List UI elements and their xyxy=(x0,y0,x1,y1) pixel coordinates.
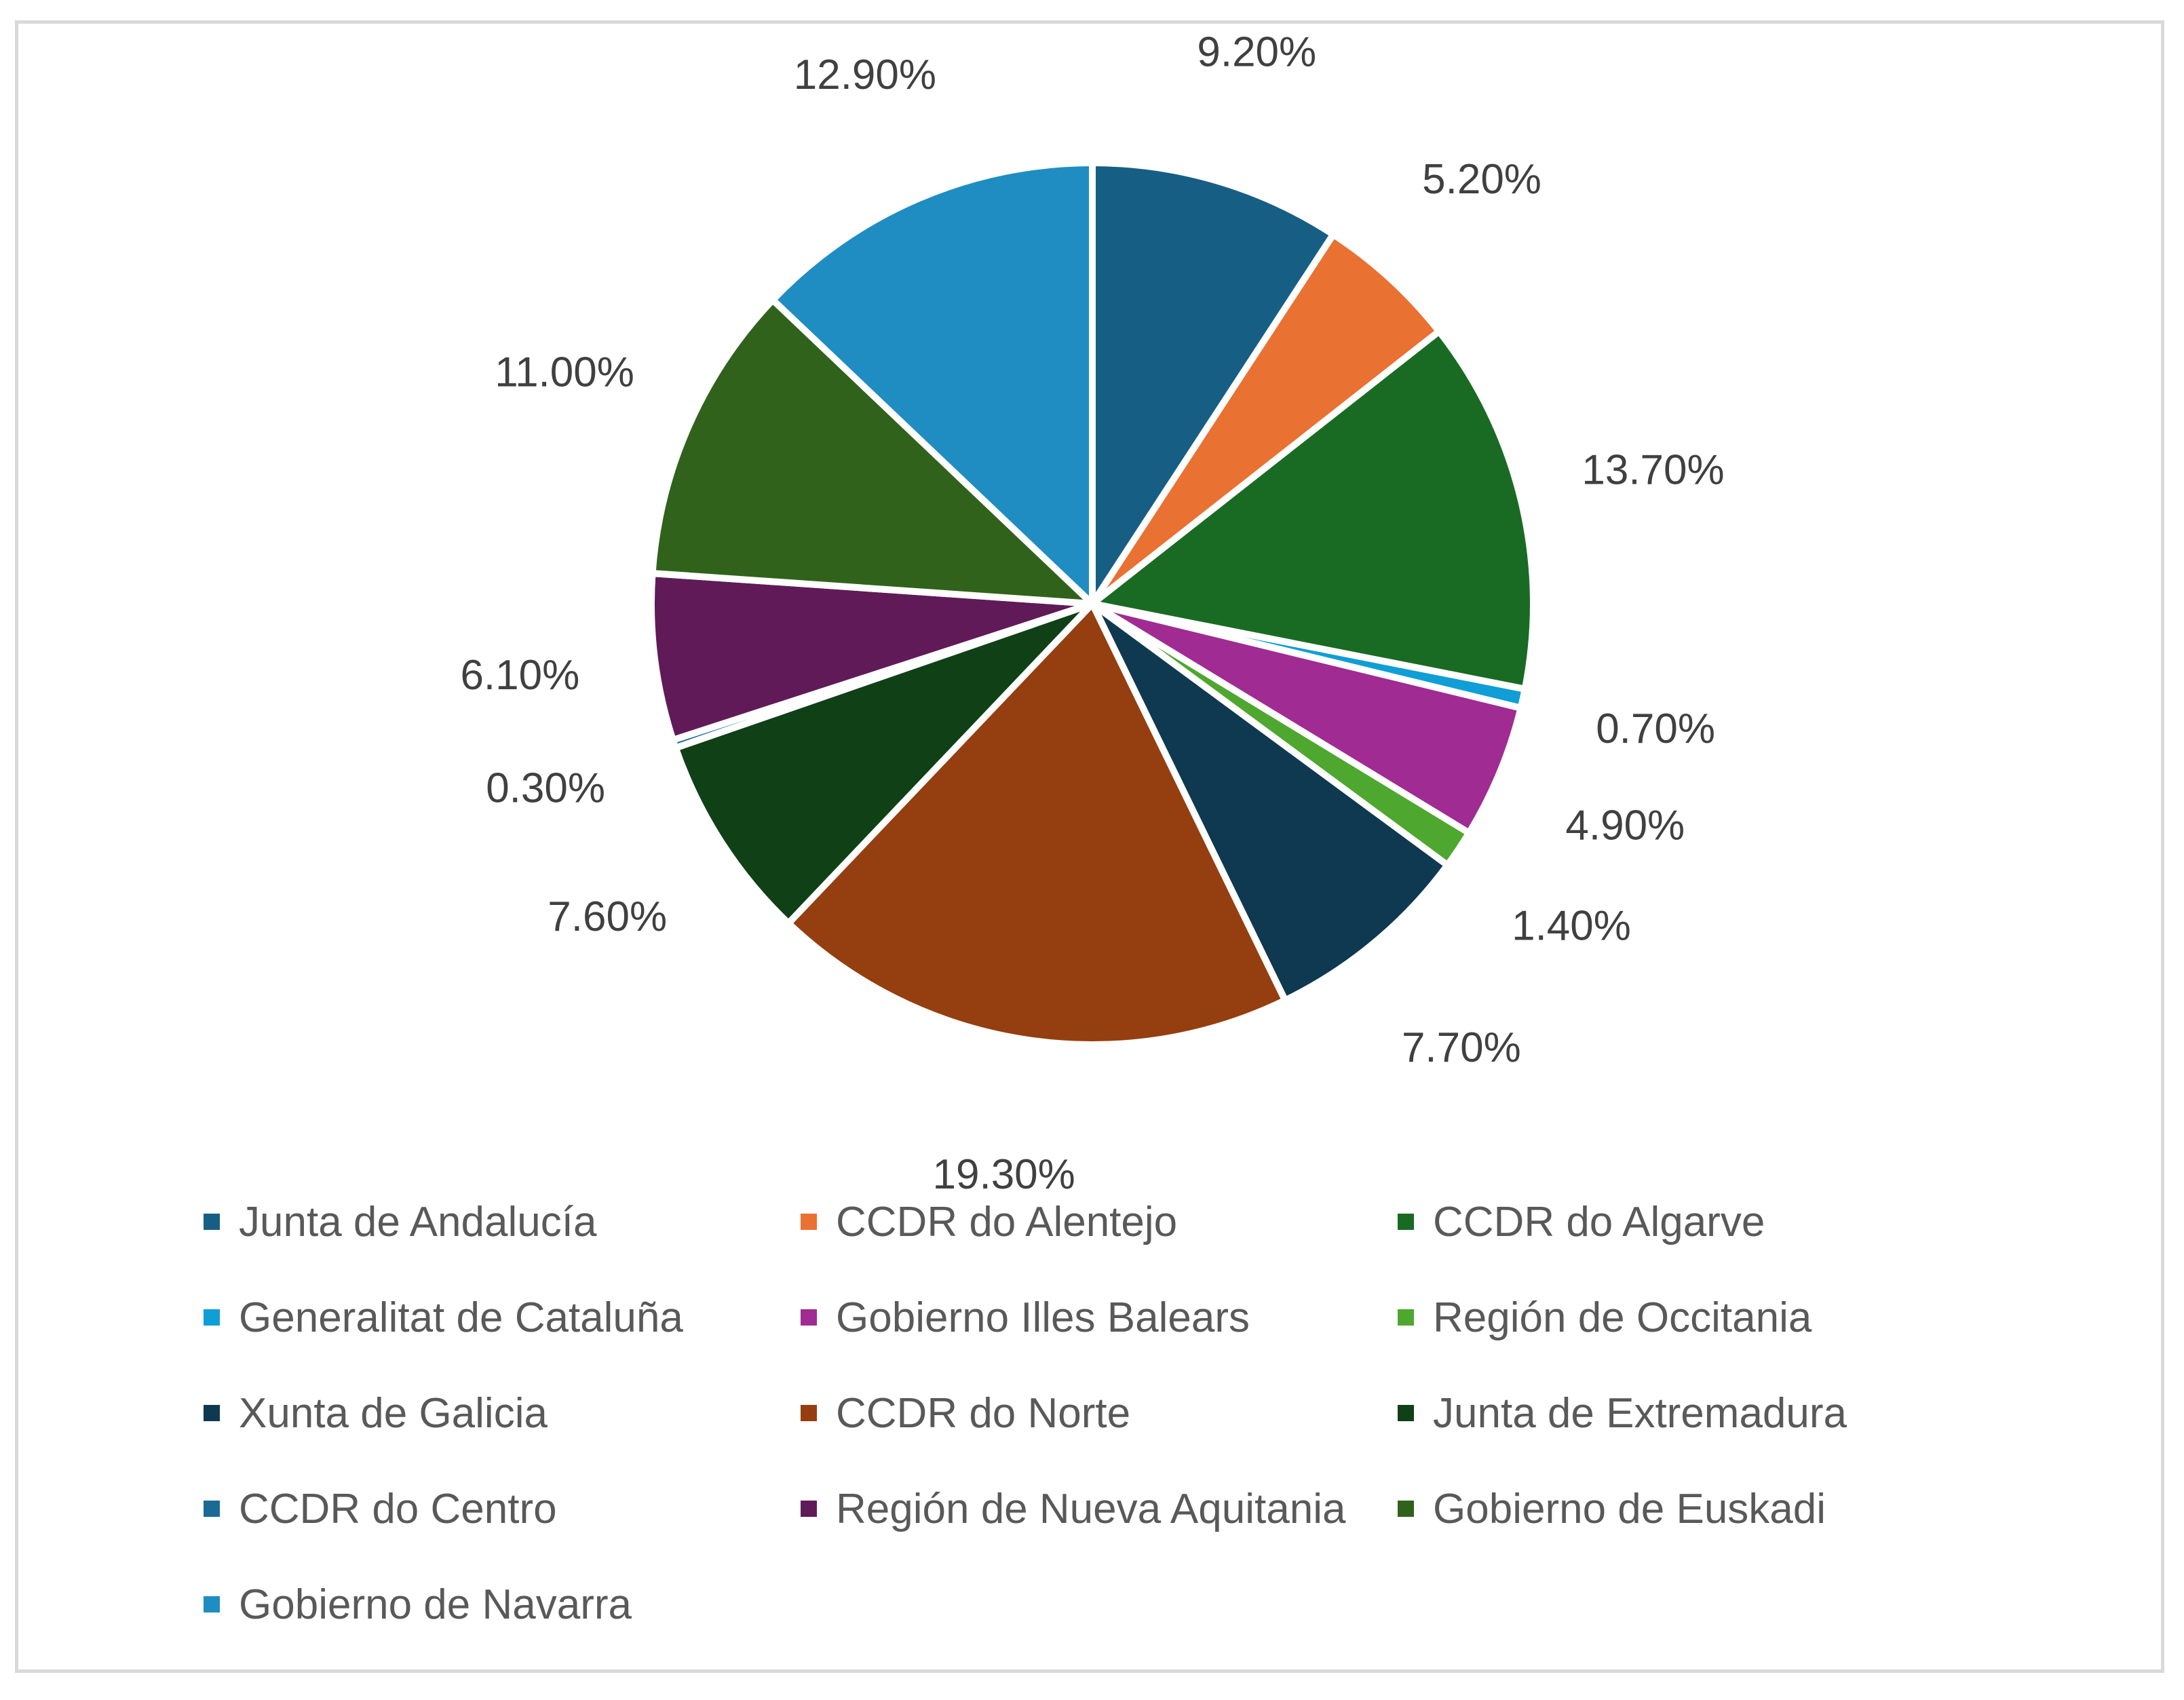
legend-label: Junta de Extremadura xyxy=(1433,1389,1847,1437)
legend-item-xunta-de-galicia: Xunta de Galicia xyxy=(204,1375,801,1451)
legend-label: CCDR do Algarve xyxy=(1433,1198,1765,1245)
pie-slice-ccdr-do-alentejo xyxy=(1089,231,1443,607)
pie-slice-ccdr-do-algarve xyxy=(1089,328,1537,693)
legend-item-ccdr-do-norte: CCDR do Norte xyxy=(801,1375,1398,1451)
legend-swatch xyxy=(1398,1501,1414,1517)
legend-swatch xyxy=(204,1501,220,1517)
pie-slice-junta-de-andalucia xyxy=(1089,159,1337,607)
legend-item-junta-de-andalucia: Junta de Andalucía xyxy=(204,1184,801,1260)
data-label-generalitat-de-cataluna: 0.70% xyxy=(1596,706,1715,752)
legend-swatch xyxy=(204,1405,220,1421)
legend-swatch xyxy=(1398,1405,1414,1421)
data-label-gobierno-de-navarra: 12.90% xyxy=(794,52,936,98)
legend-label: Xunta de Galicia xyxy=(239,1389,548,1437)
legend-swatch xyxy=(801,1214,817,1230)
pie-slice-region-de-nueva-aquitania xyxy=(648,570,1096,743)
legend-item-junta-de-extremadura: Junta de Extremadura xyxy=(1398,1375,1968,1451)
legend-swatch xyxy=(204,1214,220,1230)
legend-swatch xyxy=(801,1405,817,1421)
pie-slice-gobierno-illes-balears xyxy=(1089,600,1525,836)
legend-swatch xyxy=(801,1309,817,1326)
data-label-ccdr-do-norte: 19.30% xyxy=(933,1151,1075,1198)
pie-slice-gobierno-de-navarra xyxy=(769,159,1096,607)
pie-slice-ccdr-do-norte xyxy=(785,600,1289,1048)
legend-swatch xyxy=(801,1501,817,1517)
pie-data-labels: 9.20% 5.20% 13.70% 0.70% 4.90% 1.40% 7.70% 19.3… xyxy=(460,28,1724,1198)
data-label-region-de-occitania: 1.40% xyxy=(1512,902,1631,949)
legend-label: CCDR do Alentejo xyxy=(836,1198,1178,1245)
chart-legend: Junta de Andalucía CCDR do Alentejo CCDR d… xyxy=(204,1184,1968,1662)
pie-slice-junta-de-extremadura xyxy=(672,600,1096,927)
legend-label: Región de Nueva Aquitania xyxy=(836,1485,1346,1532)
legend-item-gobierno-de-euskadi: Gobierno de Euskadi xyxy=(1398,1471,1968,1547)
legend-label: Gobierno Illes Balears xyxy=(836,1294,1250,1341)
data-label-gobierno-de-euskadi: 11.00% xyxy=(495,349,634,396)
legend-swatch xyxy=(1398,1309,1414,1326)
data-label-gobierno-illes-balears: 4.90% xyxy=(1565,802,1685,849)
data-label-ccdr-do-centro: 0.30% xyxy=(486,765,605,811)
pie-slice-gobierno-de-euskadi xyxy=(649,296,1096,607)
pie-slices xyxy=(648,159,1537,1048)
legend-label: Región de Occitania xyxy=(1433,1294,1812,1341)
legend-swatch xyxy=(204,1309,220,1326)
data-label-ccdr-do-alentejo: 5.20% xyxy=(1422,156,1541,203)
legend-label: Generalitat de Cataluña xyxy=(239,1294,683,1341)
legend-item-gobierno-illes-balears: Gobierno Illes Balears xyxy=(801,1279,1398,1355)
legend-item-region-de-nueva-aquitania: Región de Nueva Aquitania xyxy=(801,1471,1398,1547)
data-label-ccdr-do-algarve: 13.70% xyxy=(1582,447,1724,494)
data-label-junta-de-andalucia: 9.20% xyxy=(1197,28,1316,75)
legend-item-ccdr-do-algarve: CCDR do Algarve xyxy=(1398,1184,1968,1260)
data-label-region-de-nueva-aquitania: 6.10% xyxy=(460,652,579,699)
data-label-junta-de-extremadura: 7.60% xyxy=(548,893,667,940)
legend-item-ccdr-do-centro: CCDR do Centro xyxy=(204,1471,801,1547)
legend-label: CCDR do Norte xyxy=(836,1389,1131,1437)
legend-swatch xyxy=(1398,1214,1414,1230)
legend-item-region-de-occitania: Región de Occitania xyxy=(1398,1279,1968,1355)
data-label-xunta-de-galicia: 7.70% xyxy=(1402,1024,1521,1071)
legend-item-generalitat-de-cataluna: Generalitat de Cataluña xyxy=(204,1279,801,1355)
pie-slice-xunta-de-galicia xyxy=(1089,600,1451,1004)
legend-item-ccdr-do-alentejo: CCDR do Alentejo xyxy=(801,1184,1398,1260)
legend-swatch xyxy=(204,1596,220,1612)
legend-label: Gobierno de Navarra xyxy=(239,1581,632,1628)
legend-label: Gobierno de Euskadi xyxy=(1433,1485,1826,1532)
legend-label: Junta de Andalucía xyxy=(239,1198,597,1245)
legend-label: CCDR do Centro xyxy=(239,1485,557,1532)
legend-item-gobierno-de-navarra: Gobierno de Navarra xyxy=(204,1566,801,1642)
